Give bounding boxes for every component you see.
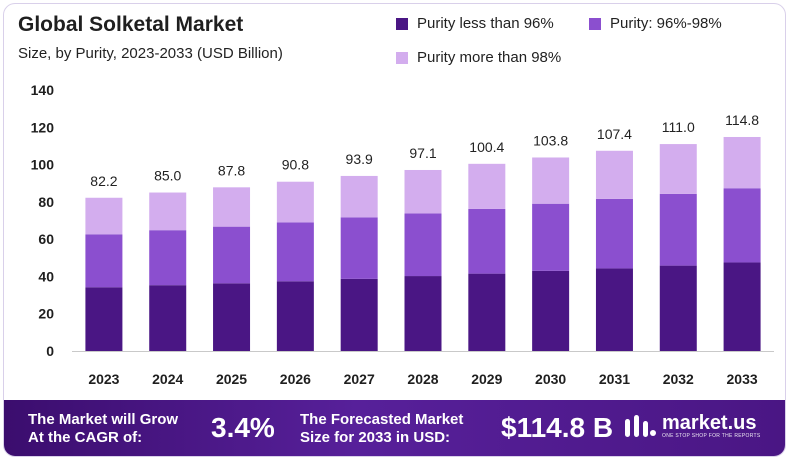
x-tick-label: 2029 (471, 371, 502, 387)
market-us-logo-icon (625, 415, 656, 437)
bar-segment-2032-series-1 (659, 265, 697, 351)
legend-item-less-96[interactable]: Purity less than 96% (396, 15, 554, 32)
legend-swatch-less-96 (396, 17, 408, 30)
bar-total-label: 111.0 (662, 119, 695, 135)
bar-segment-2025-series-2 (213, 226, 251, 284)
bar-total-label: 103.8 (533, 132, 568, 148)
bar-segment-2023-series-1 (85, 287, 123, 351)
bar-segment-2033-series-1 (723, 262, 761, 351)
bar-segment-2025-series-3 (213, 187, 251, 227)
bar-segment-2028-series-2 (404, 213, 442, 277)
bar-total-label: 97.1 (409, 145, 436, 161)
legend-label-96-98: Purity: 96%-98% (610, 15, 722, 32)
chart-subtitle: Size, by Purity, 2023-2033 (USD Billion) (18, 45, 283, 62)
bar-segment-2028-series-1 (404, 276, 442, 351)
legend-swatch-96-98 (589, 17, 601, 30)
logo-tagline: ONE STOP SHOP FOR THE REPORTS (662, 433, 761, 439)
chart-card: Global Solketal Market Size, by Purity, … (3, 3, 786, 457)
y-tick-label: 140 (31, 82, 55, 98)
bar-segment-2027-series-1 (340, 278, 378, 351)
logo-name: market.us (662, 412, 757, 434)
bar-segment-2027-series-2 (340, 217, 378, 279)
x-tick-label: 2033 (727, 371, 758, 387)
market-us-logo[interactable]: market.us ONE STOP SHOP FOR THE REPORTS (622, 411, 761, 441)
bar-total-label: 100.4 (469, 139, 504, 155)
bar-total-label: 82.2 (90, 173, 117, 189)
legend-label-more-98: Purity more than 98% (417, 49, 562, 66)
forecast-caption-line2: Size for 2033 in USD: (300, 429, 451, 446)
y-tick-label: 60 (38, 231, 54, 247)
bar-segment-2026-series-2 (276, 222, 314, 282)
bar-segment-2031-series-3 (595, 150, 633, 199)
bar-segment-2030-series-1 (532, 270, 570, 351)
cagr-value: 3.4% (211, 412, 275, 443)
bar-segment-2031-series-1 (595, 268, 633, 351)
bar-segment-2033-series-2 (723, 188, 761, 263)
forecast-caption: The Forecasted Market Size for 2033 in U… (300, 411, 463, 447)
x-tick-label: 2028 (407, 371, 438, 387)
bar-segment-2026-series-1 (276, 281, 314, 351)
bar-segment-2029-series-1 (468, 273, 506, 351)
legend-item-96-98[interactable]: Purity: 96%-98% (589, 15, 722, 32)
cagr-caption-line1: The Market will Grow (28, 411, 179, 428)
x-tick-label: 2024 (152, 371, 183, 387)
bar-segment-2032-series-3 (659, 144, 697, 194)
bar-segment-2027-series-3 (340, 175, 378, 218)
cagr-caption: The Market will Grow At the CAGR of: (28, 411, 178, 447)
bar-segment-2029-series-2 (468, 208, 506, 274)
x-tick-label: 2031 (599, 371, 630, 387)
y-tick-label: 120 (31, 119, 55, 135)
bar-segment-2026-series-3 (276, 181, 314, 223)
legend-item-more-98[interactable]: Purity more than 98% (396, 49, 561, 66)
x-tick-label: 2030 (535, 371, 566, 387)
bar-segment-2030-series-3 (532, 157, 570, 204)
y-tick-label: 20 (38, 306, 54, 322)
bar-segment-2031-series-2 (595, 198, 633, 269)
bar-segment-2030-series-2 (532, 203, 570, 271)
bar-segment-2024-series-3 (149, 192, 187, 231)
legend-swatch-more-98 (396, 51, 408, 64)
bar-segment-2023-series-3 (85, 197, 123, 235)
bar-total-label: 87.8 (218, 162, 245, 178)
x-tick-label: 2025 (216, 371, 247, 387)
y-tick-label: 40 (38, 268, 54, 284)
bar-segment-2032-series-2 (659, 193, 697, 266)
x-tick-label: 2023 (88, 371, 119, 387)
x-tick-label: 2032 (663, 371, 694, 387)
y-tick-label: 0 (46, 343, 54, 359)
summary-banner: The Market will Grow At the CAGR of: 3.4… (4, 400, 785, 456)
bar-segment-2033-series-3 (723, 136, 761, 189)
x-tick-label: 2027 (344, 371, 375, 387)
chart-title: Global Solketal Market (18, 13, 244, 36)
bar-total-label: 85.0 (154, 168, 181, 184)
bar-segment-2024-series-1 (149, 285, 187, 351)
bar-segment-2024-series-2 (149, 230, 187, 286)
bar-total-label: 93.9 (346, 151, 373, 167)
bar-segment-2029-series-3 (468, 163, 506, 209)
y-tick-label: 80 (38, 194, 54, 210)
forecast-value: $114.8 B (501, 412, 614, 443)
bar-chart: 0 20 40 60 80 100 120 140 82.2 2023 85.0 2024 87.8 20… (31, 82, 774, 387)
bar-segment-2025-series-1 (213, 283, 251, 351)
x-tick-label: 2026 (280, 371, 311, 387)
legend-label-less-96: Purity less than 96% (417, 15, 554, 32)
bar-segment-2023-series-2 (85, 234, 123, 288)
bar-total-label: 114.8 (725, 112, 759, 128)
forecast-caption-line1: The Forecasted Market (300, 411, 464, 428)
bar-total-label: 90.8 (282, 157, 309, 173)
cagr-caption-line2: At the CAGR of: (28, 429, 143, 446)
bar-segment-2028-series-3 (404, 169, 442, 214)
bar-total-label: 107.4 (597, 126, 632, 142)
y-tick-label: 100 (31, 157, 55, 173)
